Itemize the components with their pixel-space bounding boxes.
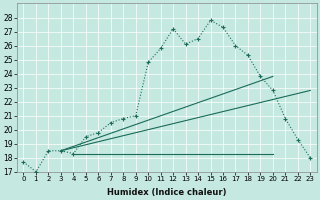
X-axis label: Humidex (Indice chaleur): Humidex (Indice chaleur) — [107, 188, 227, 197]
